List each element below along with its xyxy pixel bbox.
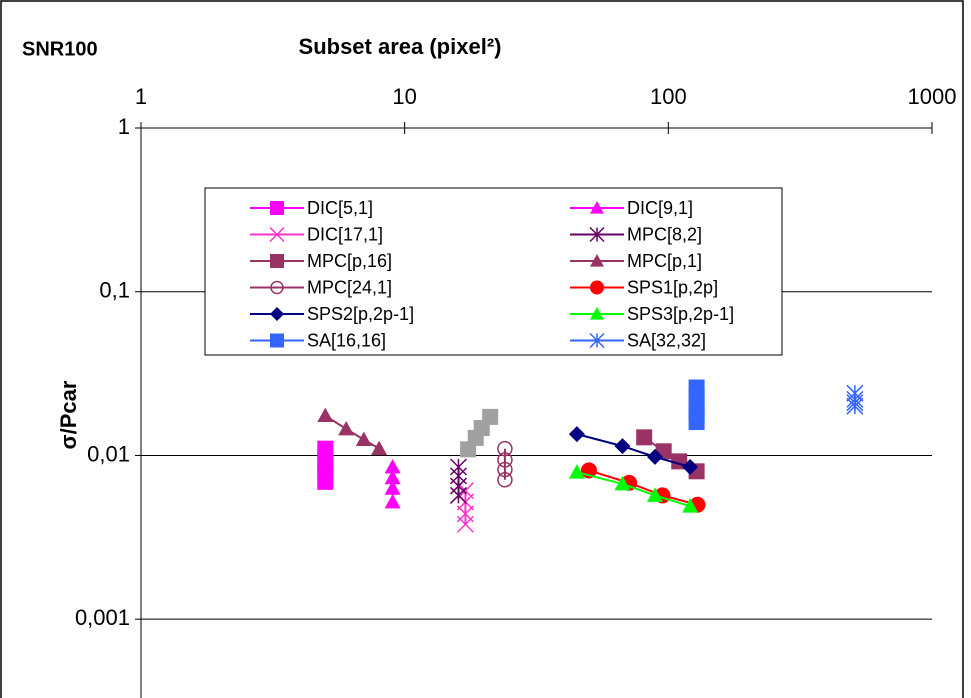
y-tick-label: 0,1: [99, 278, 130, 303]
marker: [497, 452, 513, 468]
y-axis-label: σ/Pcar: [56, 380, 81, 449]
marker: [590, 280, 604, 295]
marker: [371, 440, 388, 456]
marker: [270, 307, 284, 321]
marker: [317, 473, 334, 490]
marker: [688, 414, 705, 431]
series-line: [588, 469, 698, 506]
series-line: [324, 414, 380, 450]
x-tick-label: 100: [650, 84, 687, 109]
legend-label: SA[32,32]: [627, 330, 706, 350]
x-tick-label: 1000: [908, 84, 957, 109]
marker: [614, 438, 631, 455]
legend-label: DIC[17,1]: [307, 224, 383, 244]
x-tick-label: 10: [392, 84, 416, 109]
y-tick-label: 0,01: [87, 441, 130, 466]
legend-label: SPS1[p,2p]: [627, 277, 718, 297]
y-tick-label: 0,001: [75, 605, 130, 630]
x-axis-label: Subset area (pixel²): [299, 34, 502, 59]
marker: [384, 493, 401, 509]
series-line: [576, 433, 691, 468]
marker: [384, 469, 401, 485]
legend-label: DIC[9,1]: [627, 198, 693, 218]
marker: [590, 307, 604, 320]
marker: [317, 407, 334, 423]
marker: [497, 440, 513, 457]
marker: [384, 480, 401, 495]
legend-label: SPS3[p,2p-1]: [627, 304, 734, 324]
marker: [682, 498, 699, 513]
marker: [589, 226, 605, 243]
marker: [270, 201, 284, 215]
legend-label: MPC[p,1]: [627, 251, 702, 271]
marker: [270, 333, 284, 348]
marker: [269, 226, 285, 243]
marker: [646, 448, 663, 465]
marker: [338, 421, 355, 436]
marker: [568, 464, 585, 479]
marker: [497, 461, 513, 478]
legend-label: MPC[8,2]: [627, 224, 702, 244]
legend-label: MPC[p,16]: [307, 251, 392, 271]
marker: [355, 431, 372, 446]
legend: DIC[5,1] DIC[9,1] DIC[17,1] MPC[8,2] MPC[p,1…: [204, 187, 783, 356]
chart-title: SNR100: [22, 38, 98, 60]
marker: [482, 408, 499, 425]
x-tick-label: 1: [135, 84, 147, 109]
marker: [590, 254, 604, 267]
marker: [614, 475, 631, 491]
marker: [270, 280, 284, 295]
marker: [589, 332, 605, 349]
legend-label: SA[16,16]: [307, 330, 386, 350]
series-line: [576, 471, 691, 508]
legend-box: [204, 187, 783, 356]
marker: [682, 459, 699, 476]
marker: [449, 486, 468, 504]
marker: [497, 472, 513, 488]
legend-label: MPC[24,1]: [307, 277, 392, 297]
legend-label: SPS2[p,2p-1]: [307, 304, 414, 324]
marker: [270, 254, 284, 268]
marker: [568, 426, 585, 443]
marker: [846, 397, 864, 415]
marker: [590, 201, 604, 214]
y-tick-label: 1: [118, 114, 130, 139]
marker: [636, 429, 653, 446]
legend-label: DIC[5,1]: [307, 198, 373, 218]
marker: [646, 487, 663, 502]
marker: [456, 515, 474, 533]
marker: [384, 459, 401, 474]
